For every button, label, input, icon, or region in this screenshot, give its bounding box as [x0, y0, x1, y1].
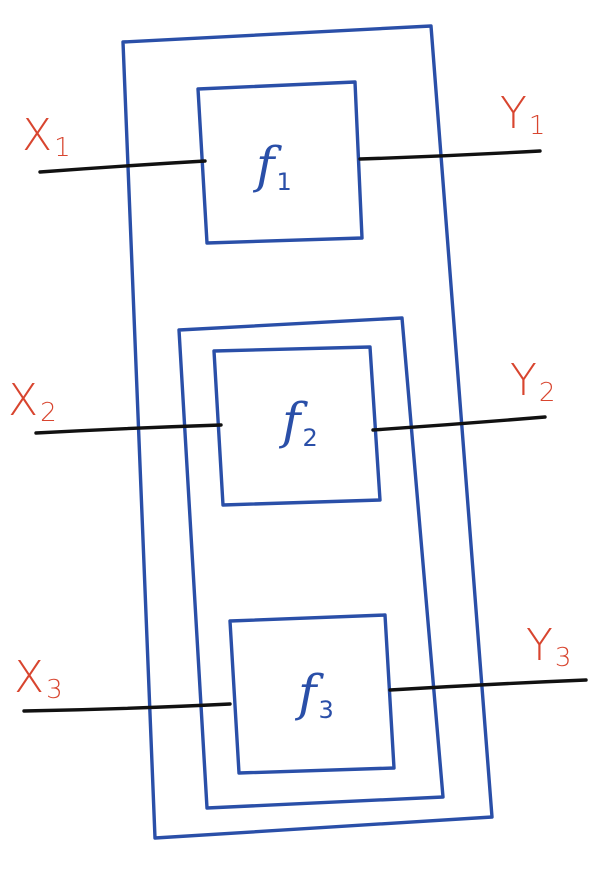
output-label-1: Y1 [500, 88, 545, 141]
output-label-2: Y2 [510, 355, 555, 408]
inner-box [177, 316, 445, 810]
input-label-3: X3 [14, 652, 63, 705]
input-label-2: X2 [8, 375, 57, 428]
function-label-2: f2 [278, 392, 318, 452]
input-wire-2 [34, 423, 223, 435]
output-wire-2 [371, 415, 547, 432]
function-label-3: f3 [294, 664, 334, 724]
input-label-1: X1 [22, 110, 71, 163]
output-label-3: Y3 [526, 620, 571, 673]
input-wire-3 [22, 702, 232, 713]
input-wire-1 [38, 159, 207, 174]
function-label-1: f1 [252, 136, 292, 196]
function-box-2 [212, 345, 382, 507]
output-wire-1 [358, 149, 542, 161]
function-box-1 [196, 80, 364, 245]
outer-box [121, 24, 494, 840]
function-box-3 [228, 613, 396, 775]
output-wire-3 [388, 678, 588, 692]
